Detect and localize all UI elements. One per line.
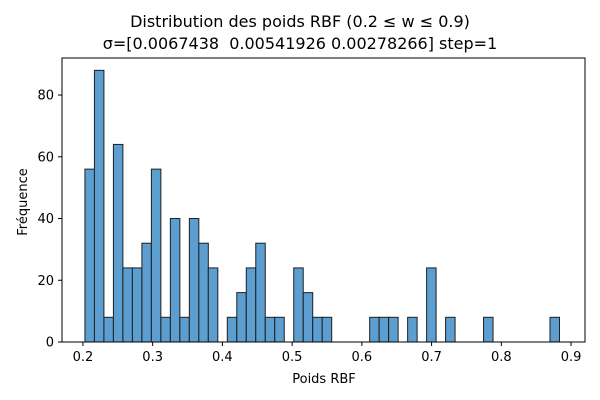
histogram-bar <box>321 316 333 343</box>
histogram-bar <box>160 316 171 343</box>
chart-title: Distribution des poids RBF (0.2 ≤ w ≤ 0.… <box>130 12 470 31</box>
histogram-bar <box>93 69 105 343</box>
histogram-bar <box>426 267 437 343</box>
y-axis-label: Fréquence <box>16 168 31 235</box>
histogram-bar <box>274 316 285 343</box>
histogram-bar <box>388 316 399 343</box>
x-tick-label: 0.2 <box>73 350 94 365</box>
histogram-bar <box>103 316 114 343</box>
x-axis-label: Poids RBF <box>292 372 356 387</box>
chart-subtitle: σ=[0.0067438 0.00541926 0.00278266] step… <box>102 34 498 53</box>
y-tick-label: 20 <box>37 274 54 289</box>
histogram-bar <box>169 218 181 343</box>
histogram-bar <box>207 267 219 343</box>
histogram-bar <box>150 168 162 343</box>
bars-group <box>84 69 560 343</box>
histogram-bar <box>255 242 266 343</box>
histogram-bar <box>302 292 314 343</box>
histogram-bar <box>483 316 494 343</box>
x-tick-label: 0.7 <box>421 350 442 365</box>
histogram-bar <box>112 143 124 343</box>
histogram-bar <box>236 292 247 343</box>
histogram-bar <box>293 267 304 343</box>
histogram-bar <box>445 316 456 343</box>
x-tick-label: 0.8 <box>491 350 512 365</box>
histogram-bar <box>264 316 276 343</box>
plot-frame <box>61 57 586 343</box>
x-tick-label: 0.9 <box>561 350 582 365</box>
histogram-bar <box>179 316 190 343</box>
y-tick-label: 60 <box>37 150 54 165</box>
x-tick-label: 0.4 <box>212 350 233 365</box>
y-tick-label: 80 <box>37 89 54 104</box>
histogram-bar <box>122 267 133 343</box>
histogram-bar <box>226 316 238 343</box>
histogram-bar <box>407 316 418 343</box>
x-tick-label: 0.3 <box>142 350 163 365</box>
histogram-bar <box>369 316 380 343</box>
histogram-bar <box>131 267 143 343</box>
histogram-bar <box>378 316 390 343</box>
x-tick-label: 0.5 <box>282 350 303 365</box>
axes-group: 0.2 0.3 0.4 0.5 0.6 0.7 0.8 0.9 0 20 40 60 80 <box>37 57 586 365</box>
x-tick-label: 0.6 <box>352 350 373 365</box>
histogram-bar <box>549 316 560 343</box>
histogram-bar <box>198 242 209 343</box>
histogram-bar <box>245 267 257 343</box>
y-tick-label: 0 <box>46 336 54 351</box>
histogram-bar <box>188 218 200 343</box>
histogram-bar <box>312 316 323 343</box>
y-tick-label: 40 <box>37 212 54 227</box>
histogram-bar <box>84 168 95 343</box>
histogram-bar <box>141 242 152 343</box>
